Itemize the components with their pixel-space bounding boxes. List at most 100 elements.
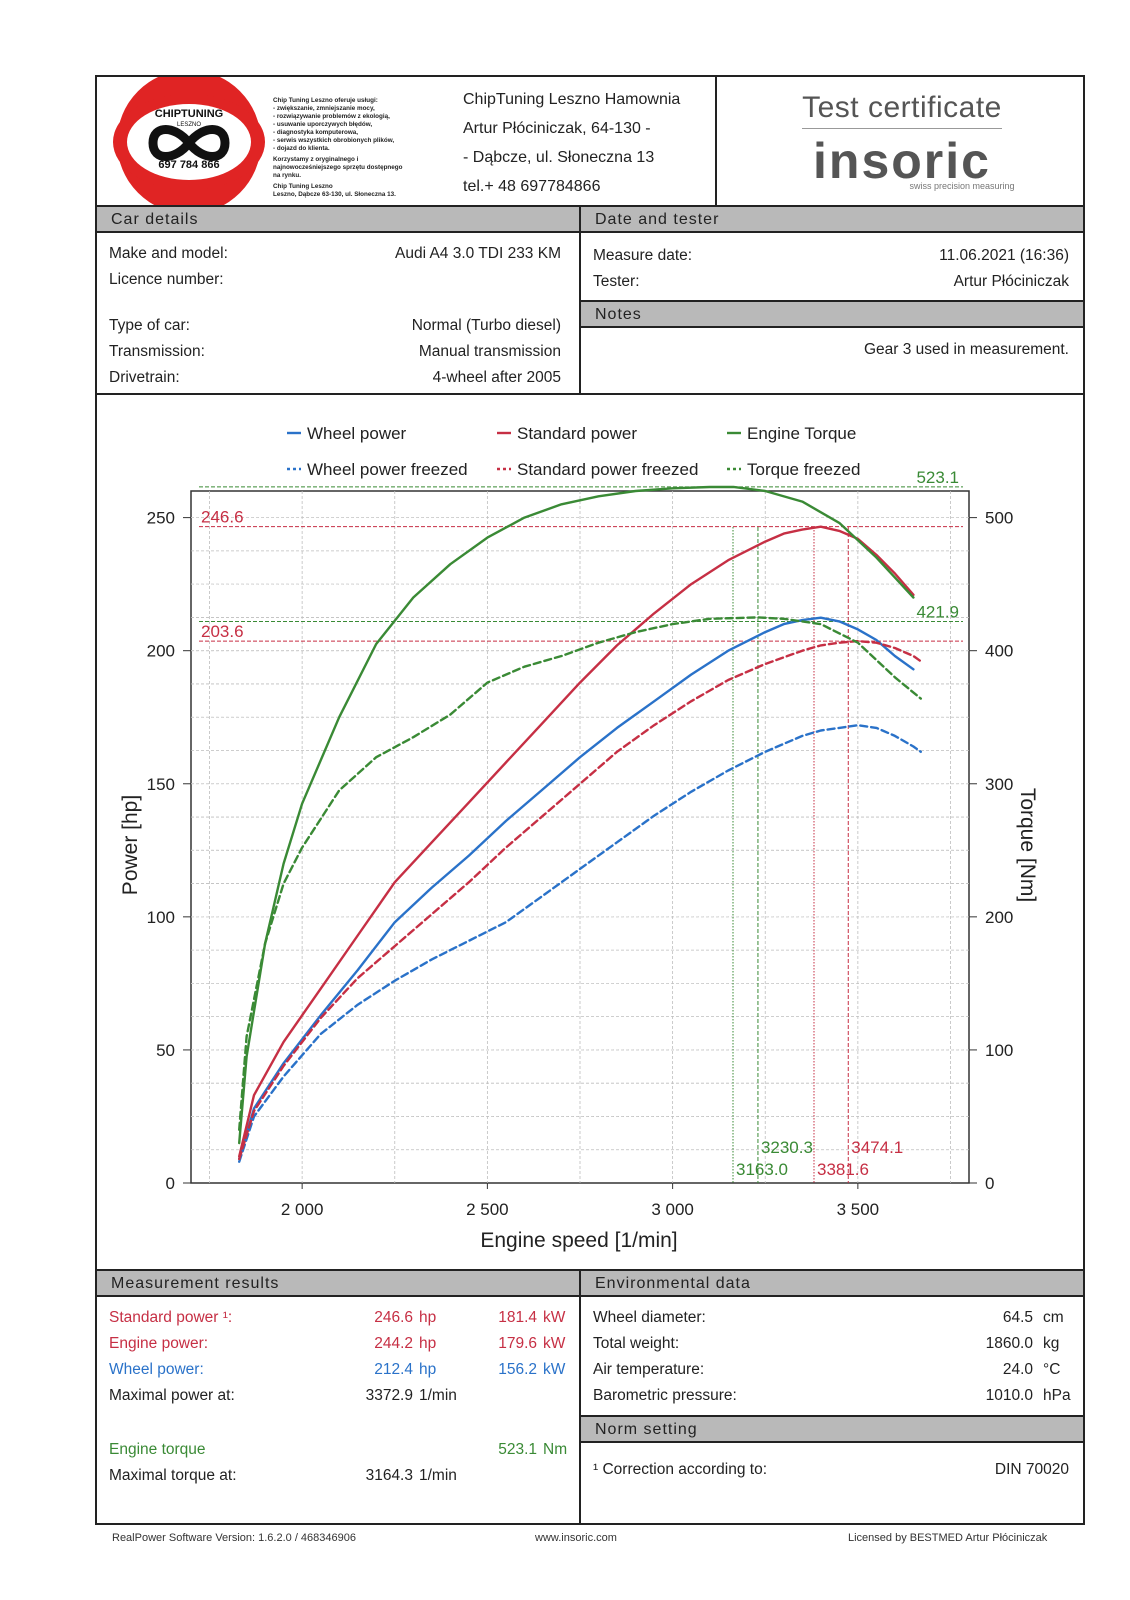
chart-legend: Wheel power Standard power Engine Torque Wh… bbox=[287, 424, 860, 479]
tester-value: Artur Płóciniczak bbox=[953, 273, 1069, 290]
address-line: ChipTuning Leszno Hamownia bbox=[463, 91, 681, 108]
series-line-standard-power-freezed bbox=[237, 639, 922, 1161]
measurement-unit: hp bbox=[419, 1361, 437, 1378]
legend-entry: Wheel power bbox=[307, 424, 407, 443]
x-tick-label: 2 500 bbox=[466, 1200, 509, 1219]
chiptuning-logo: CHIPTUNING LESZNO 697 784 866 bbox=[113, 70, 265, 214]
offer-line: najnowocześniejszego sprzętu dostępnego bbox=[273, 164, 403, 171]
environment-header: Environmental data bbox=[581, 1269, 1083, 1297]
series-line-engine-torque bbox=[237, 485, 915, 1145]
tester-label: Tester: bbox=[593, 273, 640, 290]
offer-line: - serwis wszystkich obrobionych plików, bbox=[273, 137, 395, 144]
norm-label: ¹ Correction according to: bbox=[593, 1461, 768, 1478]
measurement-unit: kW bbox=[543, 1361, 566, 1378]
y-axis-label: Power [hp] bbox=[119, 795, 142, 895]
environment-label: Total weight: bbox=[593, 1335, 680, 1352]
y2-tick-label: 200 bbox=[985, 908, 1013, 927]
marker-label: 3163.0 bbox=[736, 1160, 788, 1179]
offer-line: Korzystamy z oryginalnego i bbox=[273, 156, 359, 163]
offer-line: Leszno, Dąbcze 63-130, ul. Słoneczna 13. bbox=[273, 191, 396, 198]
y2-tick-label: 300 bbox=[985, 775, 1013, 794]
series-line-wheel-power-freezed bbox=[237, 724, 922, 1163]
series-line-standard-power bbox=[237, 525, 915, 1158]
y2-tick-label: 100 bbox=[985, 1041, 1013, 1060]
measurement-unit: 1/min bbox=[419, 1387, 457, 1404]
divider bbox=[579, 205, 581, 395]
logo-text-top: CHIPTUNING bbox=[155, 108, 223, 120]
brand-name: insoric bbox=[813, 133, 991, 189]
car-value: Manual transmission bbox=[418, 343, 561, 360]
plot-area: 2 000 2 500 3 000 3 500 0 50 100 150 200 250 0 100 2… bbox=[147, 468, 1014, 1219]
norm-header: Norm setting bbox=[581, 1415, 1083, 1443]
measurement-value: 179.6 bbox=[498, 1335, 537, 1352]
address-line: tel.+ 48 697784866 bbox=[463, 178, 601, 195]
x-axis-label: Engine speed [1/min] bbox=[480, 1229, 677, 1252]
notes-text: Gear 3 used in measurement. bbox=[863, 341, 1069, 358]
dyno-chart: Wheel power Standard power Engine Torque Wh… bbox=[119, 424, 1039, 1252]
legend-entry: Engine Torque bbox=[747, 424, 856, 443]
car-value: Normal (Turbo diesel) bbox=[411, 317, 561, 334]
logo-phone: 697 784 866 bbox=[158, 159, 219, 171]
legend-entry: Wheel power freezed bbox=[307, 460, 468, 479]
measurement-label: Standard power ¹: bbox=[109, 1309, 233, 1326]
series-line-torque-freezed bbox=[237, 616, 922, 1131]
car-label: Type of car: bbox=[109, 317, 190, 334]
annotation-label: 203.6 bbox=[201, 622, 244, 641]
offer-line: na rynku. bbox=[273, 172, 301, 179]
measurement-value: 246.6 bbox=[374, 1309, 413, 1326]
y2-tick-label: 0 bbox=[985, 1174, 994, 1193]
measurement-unit: kW bbox=[543, 1335, 566, 1352]
brand-tagline: swiss precision measuring bbox=[909, 181, 1015, 191]
environment-value: 24.0 bbox=[1002, 1361, 1033, 1378]
date-label: Measure date: bbox=[593, 247, 693, 264]
y2-tick-label: 400 bbox=[985, 642, 1013, 661]
offer-line: Chip Tuning Leszno bbox=[273, 183, 333, 190]
offer-line: - zwiększanie, zmniejszanie mocy, bbox=[273, 105, 375, 112]
address-line: Artur Płóciniczak, 64-130 - bbox=[463, 120, 651, 137]
measurement-value: 523.1 bbox=[498, 1441, 537, 1458]
y-tick-label: 200 bbox=[147, 642, 175, 661]
measurement-unit: hp bbox=[419, 1309, 437, 1326]
legend-entry: Torque freezed bbox=[747, 460, 860, 479]
environment-value: 1010.0 bbox=[985, 1387, 1033, 1404]
address-line: - Dąbcze, ul. Słoneczna 13 bbox=[463, 149, 655, 166]
measurement-label: Wheel power: bbox=[109, 1361, 204, 1378]
y2-axis-label: Torque [Nm] bbox=[1016, 788, 1039, 902]
environment-value: 1860.0 bbox=[985, 1335, 1033, 1352]
norm-value: DIN 70020 bbox=[994, 1461, 1069, 1478]
y-tick-label: 0 bbox=[166, 1174, 175, 1193]
environment-value: 64.5 bbox=[1002, 1309, 1033, 1326]
x-tick-label: 2 000 bbox=[281, 1200, 324, 1219]
infinity-icon bbox=[148, 125, 230, 161]
car-details-header: Car details bbox=[97, 205, 581, 233]
car-label: Drivetrain: bbox=[109, 369, 180, 386]
offer-line: - diagnostyka komputerowa, bbox=[273, 129, 359, 136]
x-tick-label: 3 000 bbox=[651, 1200, 694, 1219]
measurement-label: Maximal power at: bbox=[109, 1387, 235, 1404]
logo-text-small: LESZNO bbox=[177, 122, 201, 128]
marker-label: 3230.3 bbox=[761, 1138, 813, 1157]
offer-text: Chip Tuning Leszno oferuje usługi: - zwię… bbox=[273, 97, 443, 199]
y-tick-label: 250 bbox=[147, 509, 175, 528]
environment-label: Barometric pressure: bbox=[593, 1387, 737, 1404]
measurement-value: 212.4 bbox=[374, 1361, 413, 1378]
measurement-unit: kW bbox=[543, 1309, 566, 1326]
annotation-label: 523.1 bbox=[916, 468, 959, 487]
measurement-unit: hp bbox=[419, 1335, 437, 1352]
measurement-unit: 1/min bbox=[419, 1467, 457, 1484]
y-tick-label: 50 bbox=[156, 1041, 175, 1060]
date-value: 11.06.2021 (16:36) bbox=[939, 247, 1069, 264]
marker-label: 3381.6 bbox=[817, 1160, 869, 1179]
header-certificate: Test certificate insoric swiss precision… bbox=[719, 77, 1085, 207]
measurement-value: 156.2 bbox=[498, 1361, 537, 1378]
offer-line: Chip Tuning Leszno oferuje usługi: bbox=[273, 97, 378, 104]
car-label: Make and model: bbox=[109, 245, 228, 262]
measurement-label: Maximal torque at: bbox=[109, 1467, 237, 1484]
offer-line: - usuwanie uporczywych błędów, bbox=[273, 121, 373, 128]
footer-license: Licensed by BESTMED Artur Płóciniczak bbox=[848, 1532, 1048, 1544]
offer-line: - dojazd do klienta. bbox=[273, 145, 330, 152]
footer-software-version: RealPower Software Version: 1.6.2.0 / 46… bbox=[112, 1532, 356, 1544]
car-label: Transmission: bbox=[109, 343, 205, 360]
legend-entry: Standard power bbox=[517, 424, 637, 443]
environment-label: Air temperature: bbox=[593, 1361, 705, 1378]
